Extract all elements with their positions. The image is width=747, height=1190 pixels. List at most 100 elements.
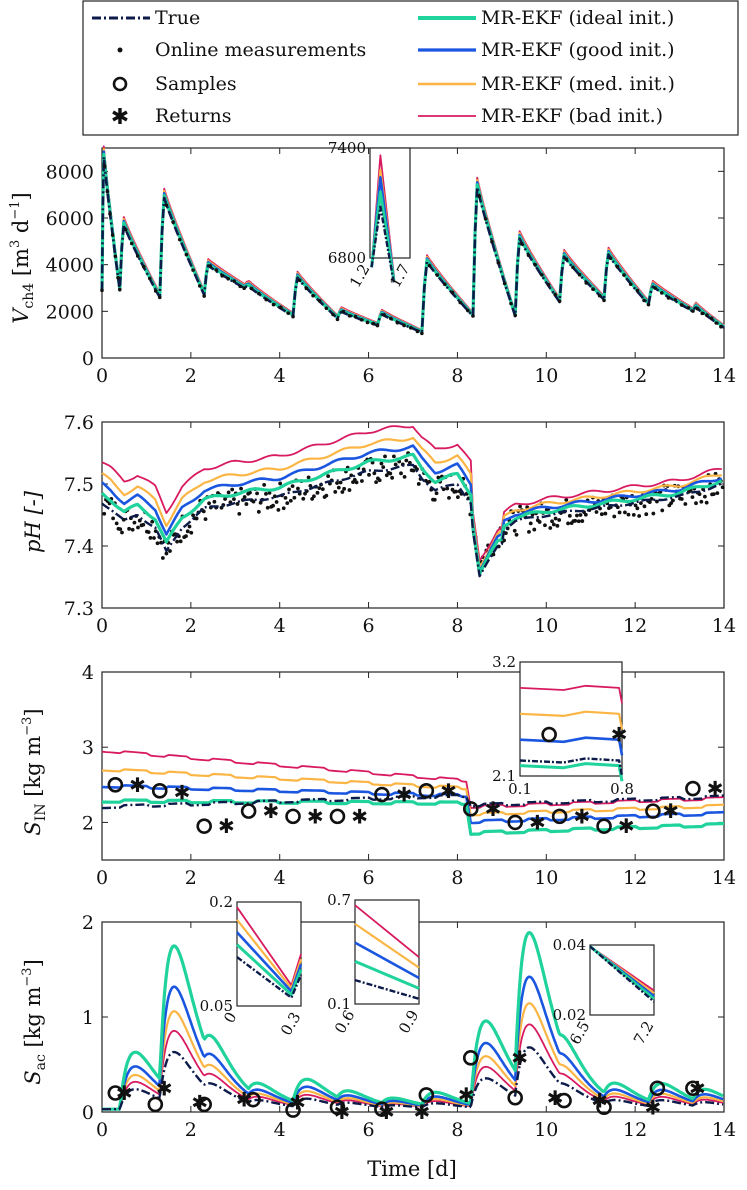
sample-marker: [551, 808, 568, 825]
online-point: [235, 502, 240, 506]
online-point: [352, 477, 357, 482]
x-tick-label: 0: [96, 1119, 108, 1141]
legend-box: [82, 0, 739, 136]
inset-series: [519, 710, 624, 730]
online-point: [349, 473, 354, 478]
chart-sin: 0 2 4 6 8 10 12 14 2 3 4 ✱ ✱ ✱ ✱ ✱ ✱ ✱ ✱ ✱ ✱ ✱ ✱ ✱ ✱ ✱ 2.1 3.2 0.1 0.…: [82, 653, 736, 889]
online-point: [402, 323, 406, 328]
x-tick-label: 4: [274, 1119, 286, 1141]
sample-marker: [107, 1085, 124, 1101]
online-point: [248, 490, 252, 495]
inset-series: [235, 943, 303, 997]
svg-text:SIN [kg m−3]: SIN [kg m−3]: [20, 708, 49, 835]
online-point: [603, 511, 608, 516]
online-point: [455, 495, 460, 500]
online-point: [651, 511, 656, 516]
x-tick-label: 10: [534, 1119, 558, 1141]
online-point: [274, 500, 279, 504]
online-point: [520, 242, 524, 246]
sample-marker: [685, 780, 701, 797]
online-point: [700, 311, 705, 316]
online-point: [642, 504, 647, 509]
online-point: [251, 499, 256, 504]
sample-marker: [645, 803, 661, 819]
online-point: [509, 301, 513, 306]
series-ideal: [102, 798, 725, 836]
online-point: [292, 495, 297, 500]
online-point: [695, 307, 700, 311]
online-point: [427, 263, 432, 268]
online-point: [157, 295, 162, 300]
online-point: [164, 203, 169, 207]
online-point: [102, 164, 107, 168]
online-point: [404, 458, 409, 463]
x-tick-label: 2: [185, 615, 197, 637]
online-point: [673, 298, 677, 302]
online-point: [306, 475, 311, 480]
online-point: [226, 490, 231, 495]
online-point: [578, 513, 583, 517]
return-marker: ✱: [662, 799, 679, 823]
online-point: [117, 287, 122, 292]
online-point: [130, 527, 135, 532]
online-point: [571, 265, 575, 270]
online-point: [153, 289, 158, 293]
ylabel-sac: Sac [kg m−3]: [20, 959, 49, 1085]
x-tick-label: 4: [274, 365, 286, 387]
online-point: [719, 324, 723, 329]
sample-marker: [507, 1089, 523, 1106]
online-point: [347, 314, 352, 318]
online-point: [382, 313, 386, 317]
online-point: [147, 276, 152, 281]
svg-text:Samples: Samples: [155, 73, 237, 95]
online-point: [532, 527, 537, 532]
online-point: [353, 314, 358, 319]
online-point: [194, 516, 199, 521]
online-point: [420, 331, 424, 336]
online-point: [666, 296, 671, 300]
online-point: [249, 286, 254, 291]
legend-item-med: MR-EKF (med. init.): [418, 73, 675, 95]
online-point: [177, 237, 182, 242]
online-point: [434, 491, 439, 496]
plot-frame: [101, 671, 725, 861]
inset-y-tick: 0.04: [553, 936, 586, 954]
online-point: [301, 496, 306, 501]
online-point: [148, 536, 153, 540]
online-point: [491, 552, 496, 557]
svg-text:✱: ✱: [111, 105, 129, 130]
legend-item-good: MR-EKF (good init.): [418, 39, 675, 61]
online-point: [342, 486, 347, 491]
sample-marker: [147, 1096, 164, 1113]
online-point: [690, 495, 695, 500]
inset-series: [370, 205, 396, 284]
y-tick-label: 0: [82, 348, 94, 370]
return-marker: ✱: [414, 1100, 431, 1124]
online-point: [704, 500, 709, 505]
online-point: [427, 479, 432, 484]
online-point: [286, 311, 290, 315]
series-good: [101, 784, 725, 825]
online-point: [557, 299, 562, 303]
online-point: [679, 497, 684, 501]
inset-x-tick: 0.8: [610, 780, 634, 798]
x-tick-label: 12: [623, 365, 647, 387]
return-marker: ✱: [191, 1091, 208, 1115]
online-point: [360, 479, 364, 483]
ylabel-vch4: Vch4 [m3 d−1]: [8, 192, 37, 324]
online-point: [371, 321, 376, 326]
online-point: [513, 313, 517, 318]
online-point: [123, 228, 128, 232]
online-point: [317, 299, 322, 303]
legend-item-true: True: [92, 7, 200, 29]
inset-y-tick: 7400: [328, 139, 366, 157]
return-marker: ✱: [511, 1046, 528, 1070]
online-point: [381, 465, 386, 469]
online-point: [326, 474, 331, 479]
y-tick-label: 2: [82, 812, 94, 834]
online-point: [297, 278, 302, 283]
sample-marker: [285, 1102, 301, 1118]
online-point: [242, 286, 246, 290]
online-point: [223, 497, 227, 501]
online-point: [550, 519, 554, 524]
